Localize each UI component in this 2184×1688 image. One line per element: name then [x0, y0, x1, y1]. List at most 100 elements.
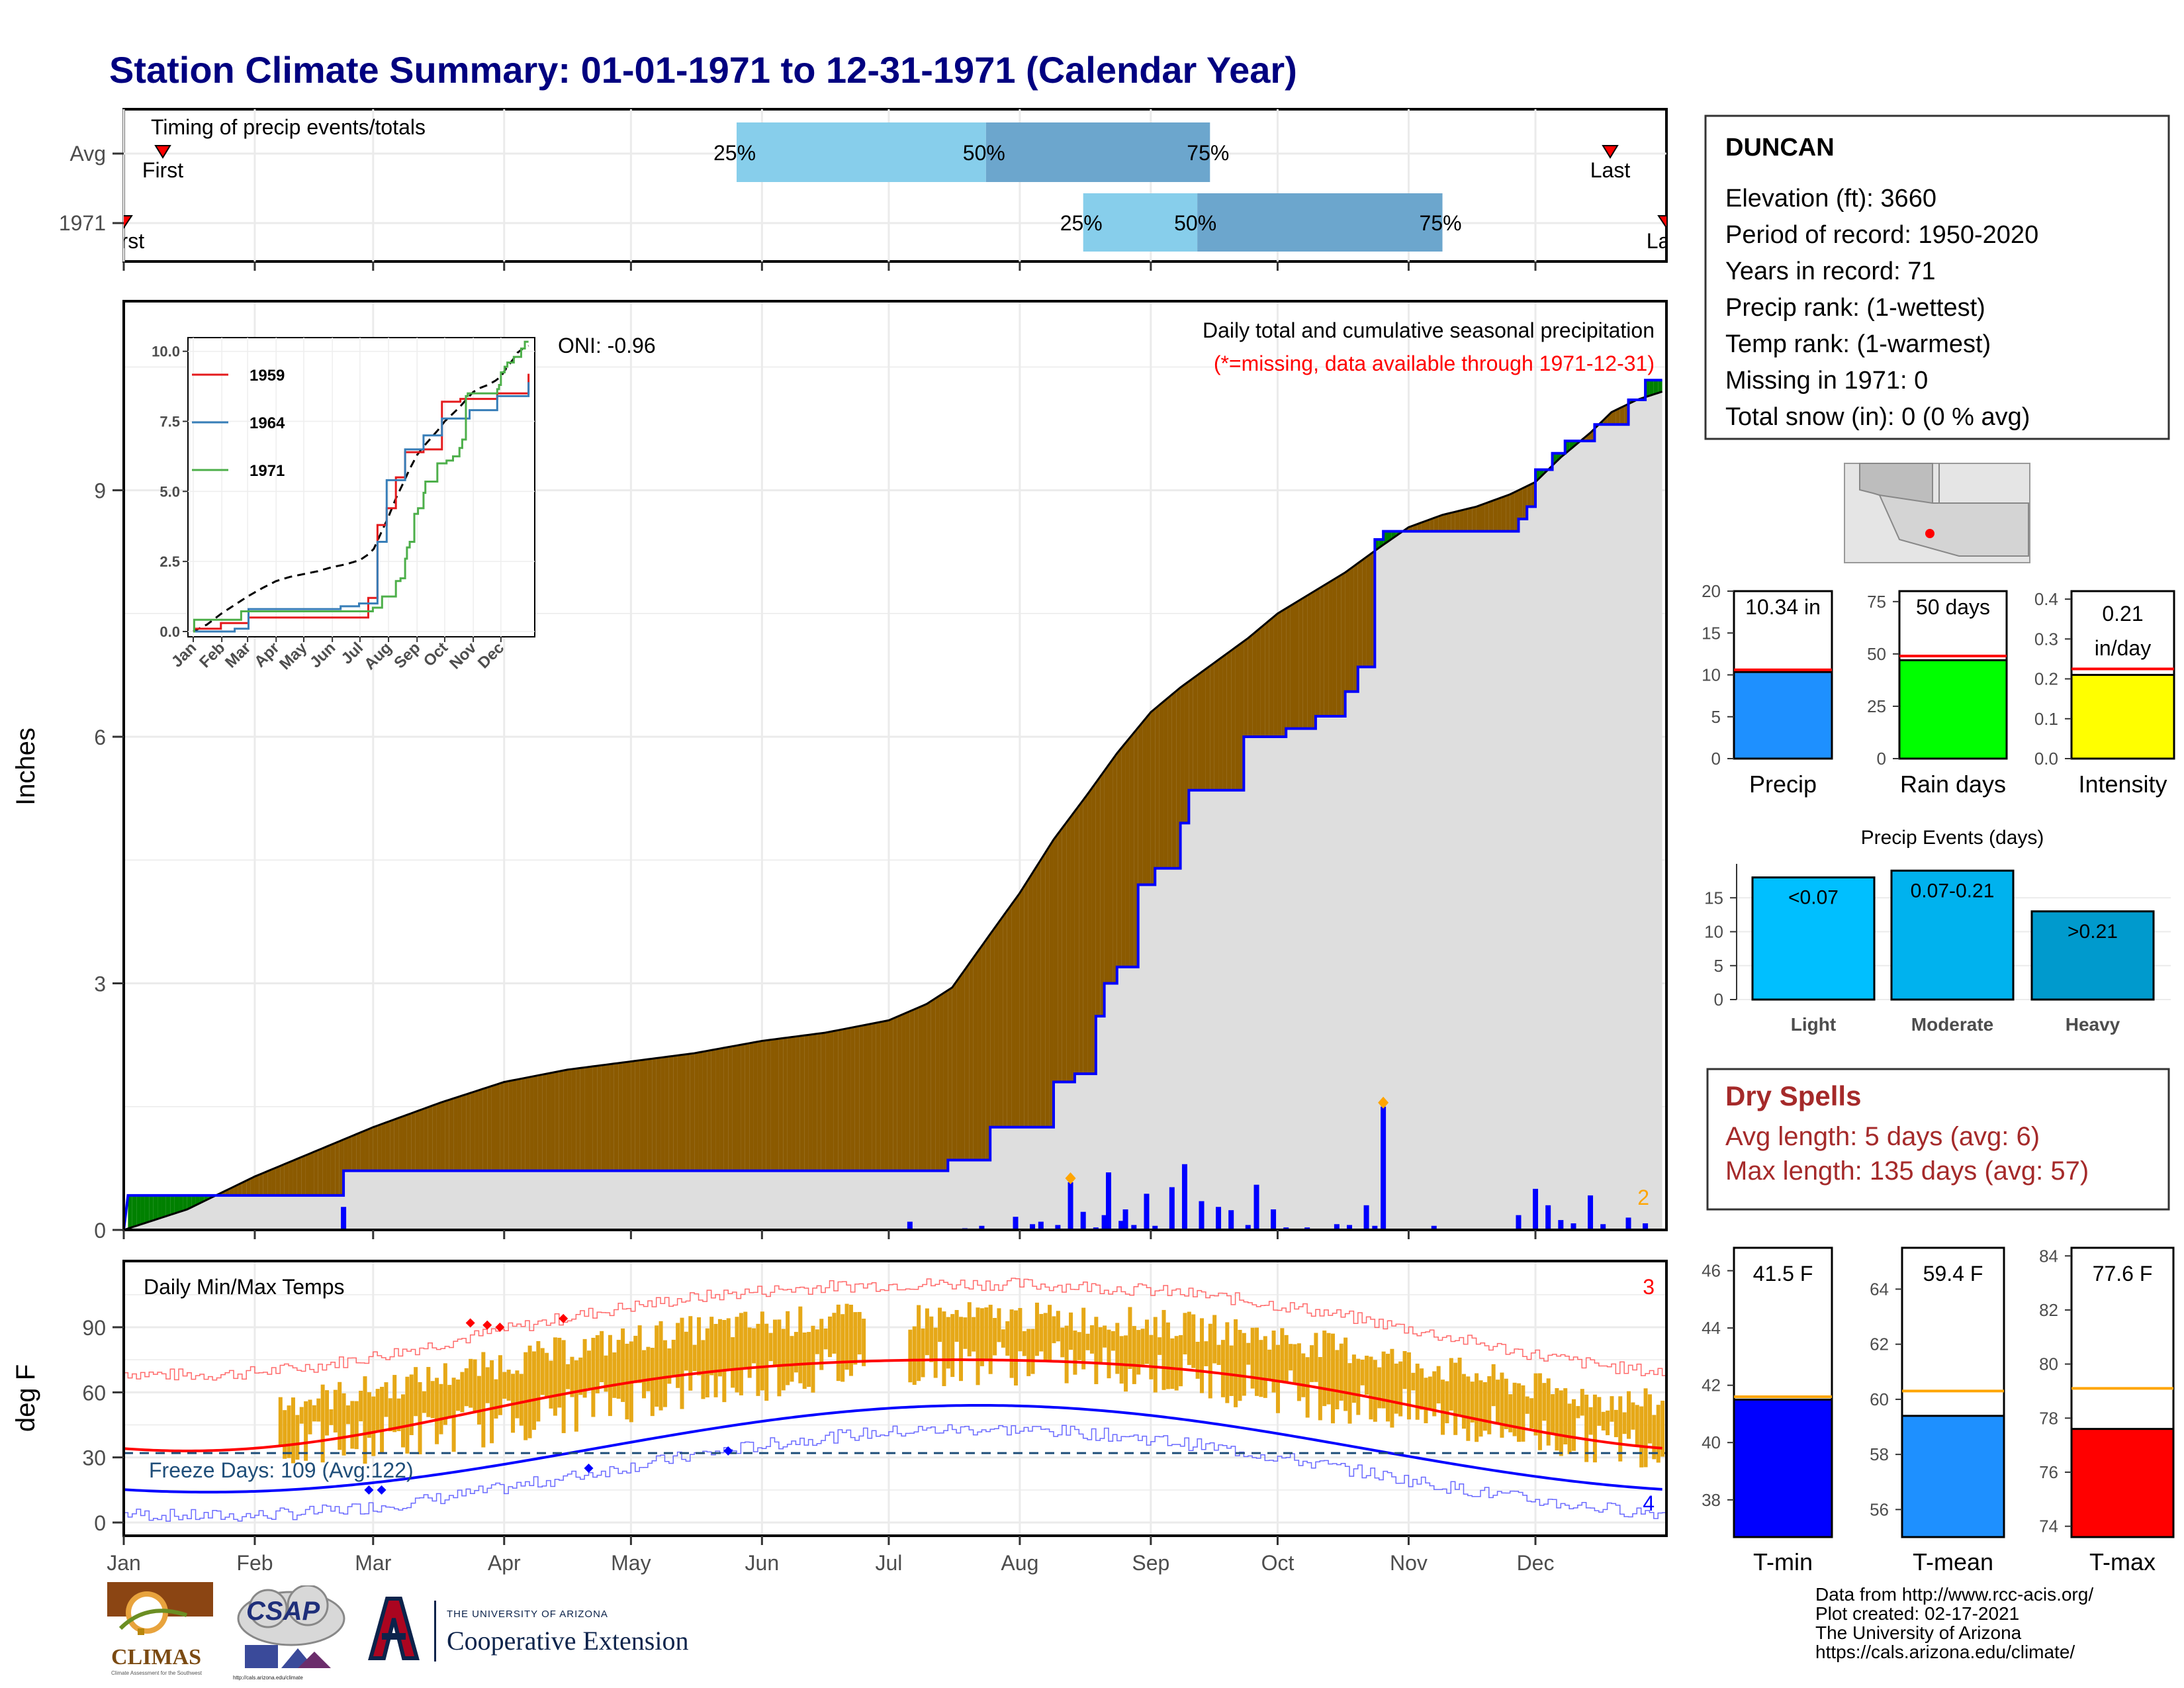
temp-daily-bar	[1432, 1371, 1437, 1417]
daily-precip-bar	[1588, 1195, 1594, 1230]
temp-daily-bar	[731, 1337, 735, 1388]
deficit-fill	[1100, 771, 1105, 1017]
temp-daily-bar	[1580, 1389, 1584, 1416]
station-info-line: Elevation (ft): 3660	[1725, 185, 1936, 212]
deficit-fill	[1083, 794, 1088, 1074]
temp-daily-bar	[659, 1321, 663, 1411]
footer-line: Plot created: 02-17-2021	[1815, 1603, 2019, 1624]
temp-daily-bar	[447, 1385, 452, 1418]
deficit-fill	[1007, 904, 1012, 1127]
temp-bar-y-tick-label: 76	[2039, 1462, 2058, 1482]
deficit-fill	[1488, 500, 1494, 532]
temp-daily-bar	[1022, 1331, 1026, 1356]
record-low-marker	[723, 1446, 733, 1456]
deficit-fill	[905, 1011, 910, 1171]
climas-emblem	[107, 1582, 213, 1635]
1971-pct-25: 25%	[1060, 211, 1103, 235]
temp-daily-bar	[917, 1305, 921, 1382]
temp-daily-bar	[1183, 1313, 1187, 1355]
temp-daily-bar	[1330, 1333, 1335, 1424]
deficit-fill	[592, 1066, 598, 1171]
temp-x-tick-label: Jul	[875, 1551, 902, 1575]
deficit-fill	[259, 1172, 263, 1196]
deficit-fill	[1159, 701, 1164, 868]
temp-daily-bar	[1411, 1372, 1416, 1391]
small-bar-y-tick-label: 0.2	[2034, 669, 2058, 689]
temp-daily-bar	[460, 1372, 465, 1413]
deficit-fill	[394, 1117, 399, 1171]
deficit-fill	[998, 916, 1003, 1127]
daily-precip-bar	[1558, 1220, 1564, 1230]
temp-daily-bar	[621, 1328, 625, 1402]
deficit-fill	[1201, 669, 1206, 790]
deficit-fill	[406, 1113, 412, 1171]
temp-daily-bar	[1200, 1318, 1205, 1393]
deficit-fill	[1163, 698, 1168, 868]
deficit-fill	[939, 993, 944, 1171]
deficit-fill	[960, 969, 965, 1160]
oni-label: ONI: -0.96	[558, 334, 656, 357]
daily-precip-bar	[1068, 1182, 1073, 1230]
deficit-fill	[1235, 644, 1240, 790]
daily-precip-bar	[1381, 1106, 1387, 1230]
temp-daily-bar	[1496, 1380, 1500, 1424]
ua-divider	[434, 1601, 436, 1662]
deficit-fill	[880, 1021, 885, 1171]
deficit-fill	[546, 1072, 551, 1171]
deficit-fill	[737, 1045, 741, 1171]
temp-daily-bar	[667, 1348, 672, 1384]
deficit-fill	[1260, 624, 1265, 737]
deficit-fill	[250, 1176, 255, 1196]
deficit-fill	[365, 1129, 369, 1171]
temp-daily-bar	[1103, 1325, 1107, 1348]
temp-bar-name: T-mean	[1913, 1548, 1993, 1575]
temp-daily-bar	[662, 1340, 667, 1407]
deficit-fill	[1286, 606, 1291, 729]
deficit-fill	[432, 1103, 437, 1171]
temp-daily-bar	[1284, 1335, 1289, 1383]
temp-y-tick-label: 60	[82, 1381, 106, 1405]
record-low-marker	[377, 1485, 387, 1495]
deficit-fill	[812, 1033, 817, 1171]
temp-daily-bar	[760, 1311, 764, 1391]
temp-x-tick-label: Dec	[1517, 1551, 1555, 1575]
temp-daily-bar	[1398, 1361, 1403, 1417]
temp-daily-bar	[1271, 1331, 1276, 1393]
arizona-locator-map	[1844, 463, 2030, 563]
temp-daily-bar	[1500, 1372, 1504, 1438]
deficit-fill	[787, 1037, 792, 1171]
temp-daily-bar	[1555, 1388, 1559, 1451]
deficit-fill	[690, 1053, 695, 1171]
deficit-fill	[347, 1136, 352, 1171]
precip-event-bar	[1890, 869, 2015, 1001]
temp-daily-bar	[345, 1405, 350, 1425]
temp-daily-bar	[287, 1405, 291, 1458]
temp-daily-bar	[976, 1307, 980, 1385]
temp-daily-bar	[1335, 1350, 1340, 1410]
deficit-fill	[296, 1157, 302, 1196]
temp-x-tick-label: Oct	[1261, 1551, 1295, 1575]
temp-daily-bar	[1081, 1307, 1086, 1370]
temp-daily-bar	[1377, 1367, 1382, 1409]
temp-daily-bar	[363, 1376, 367, 1464]
surplus-fill	[140, 1195, 145, 1225]
deficit-fill	[850, 1027, 855, 1171]
temp-daily-bar	[1212, 1315, 1217, 1364]
deficit-fill	[289, 1160, 293, 1196]
temp-daily-bar	[633, 1335, 638, 1383]
deficit-fill	[1438, 514, 1443, 532]
temp-bar-y-tick-label: 46	[1702, 1261, 1721, 1281]
deficit-fill	[626, 1061, 631, 1171]
deficit-fill	[1062, 822, 1067, 1082]
deficit-fill	[508, 1080, 513, 1171]
ua-logo	[361, 1592, 427, 1665]
deficit-fill	[390, 1119, 394, 1171]
temp-daily-bar	[333, 1389, 338, 1432]
temp-bar-y-tick-label: 74	[2039, 1517, 2058, 1536]
temp-daily-bar	[405, 1376, 410, 1454]
temp-daily-bar	[1457, 1357, 1462, 1415]
inset-line-1971	[193, 340, 529, 633]
temp-daily-bar	[1475, 1373, 1479, 1442]
temp-panel-frame	[122, 1260, 1668, 1537]
temp-daily-bar	[1420, 1368, 1424, 1410]
